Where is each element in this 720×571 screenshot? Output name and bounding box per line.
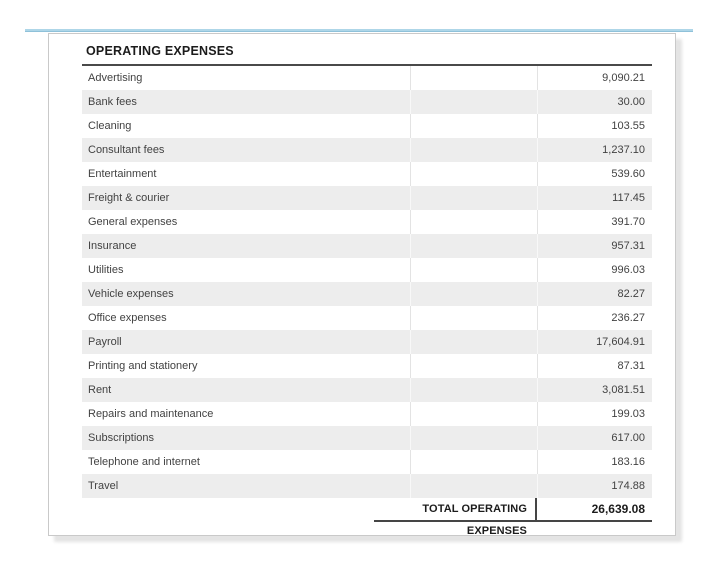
table-row: Travel 174.88 [82, 474, 652, 498]
empty-middle-cell [410, 450, 537, 474]
expense-amount: 117.45 [537, 186, 652, 210]
table-row: Insurance 957.31 [82, 234, 652, 258]
expense-label: Insurance [88, 240, 137, 252]
expense-label: Telephone and internet [88, 456, 200, 468]
expense-label: Bank fees [88, 96, 137, 108]
total-amount: 26,639.08 [537, 498, 652, 522]
expense-rows: Advertising 9,090.21 Bank fees 30.00 Cle… [82, 66, 652, 498]
table-row: Entertainment 539.60 [82, 162, 652, 186]
empty-middle-cell [410, 474, 537, 498]
expense-label: Entertainment [88, 168, 157, 180]
table-row: Repairs and maintenance 199.03 [82, 402, 652, 426]
expense-label: Advertising [88, 72, 143, 84]
expense-amount: 996.03 [537, 258, 652, 282]
empty-middle-cell [410, 210, 537, 234]
top-accent-line [25, 29, 693, 32]
empty-middle-cell [410, 306, 537, 330]
empty-middle-cell [410, 402, 537, 426]
empty-middle-cell [410, 330, 537, 354]
total-spacer-cell [82, 498, 374, 522]
expense-amount: 9,090.21 [537, 66, 652, 90]
total-label: TOTAL OPERATING EXPENSES [374, 498, 537, 537]
empty-middle-cell [410, 66, 537, 90]
expense-amount: 17,604.91 [537, 330, 652, 354]
expense-amount: 3,081.51 [537, 378, 652, 402]
table-row: Cleaning 103.55 [82, 114, 652, 138]
expense-amount: 236.27 [537, 306, 652, 330]
table-row: Utilities 996.03 [82, 258, 652, 282]
expense-amount: 87.31 [537, 354, 652, 378]
empty-middle-cell [410, 426, 537, 450]
expense-label: Travel [88, 480, 119, 492]
expense-amount: 183.16 [537, 450, 652, 474]
table-row: Subscriptions 617.00 [82, 426, 652, 450]
operating-expenses-table: OPERATING EXPENSES Advertising 9,090.21 … [82, 34, 652, 537]
expense-amount: 539.60 [537, 162, 652, 186]
empty-middle-cell [410, 90, 537, 114]
expense-label: Printing and stationery [88, 360, 198, 372]
expense-label: Utilities [88, 264, 124, 276]
section-title: OPERATING EXPENSES [82, 34, 652, 66]
table-row: Office expenses 236.27 [82, 306, 652, 330]
expense-amount: 30.00 [537, 90, 652, 114]
expense-amount: 1,237.10 [537, 138, 652, 162]
expense-label: Payroll [88, 336, 122, 348]
expense-amount: 391.70 [537, 210, 652, 234]
table-row: Vehicle expenses 82.27 [82, 282, 652, 306]
expense-amount: 82.27 [537, 282, 652, 306]
empty-middle-cell [410, 138, 537, 162]
expense-amount: 199.03 [537, 402, 652, 426]
table-row: Consultant fees 1,237.10 [82, 138, 652, 162]
empty-middle-cell [410, 258, 537, 282]
expense-label: Freight & courier [88, 192, 170, 204]
expense-label: Vehicle expenses [88, 288, 174, 300]
expense-amount: 957.31 [537, 234, 652, 258]
empty-middle-cell [410, 162, 537, 186]
table-row: Printing and stationery 87.31 [82, 354, 652, 378]
empty-middle-cell [410, 234, 537, 258]
table-row: Telephone and internet 183.16 [82, 450, 652, 474]
expense-label: Cleaning [88, 120, 132, 132]
table-row: Rent 3,081.51 [82, 378, 652, 402]
table-row: Bank fees 30.00 [82, 90, 652, 114]
expense-amount: 103.55 [537, 114, 652, 138]
expense-label: Subscriptions [88, 432, 155, 444]
empty-middle-cell [410, 354, 537, 378]
total-row: TOTAL OPERATING EXPENSES 26,639.08 [82, 498, 652, 537]
report-page: OPERATING EXPENSES Advertising 9,090.21 … [48, 33, 676, 537]
expense-amount: 617.00 [537, 426, 652, 450]
expense-label: Office expenses [88, 312, 167, 324]
table-row: Freight & courier 117.45 [82, 186, 652, 210]
expense-label: Repairs and maintenance [88, 408, 214, 420]
expense-label: Rent [88, 384, 112, 396]
empty-middle-cell [410, 186, 537, 210]
table-row: Advertising 9,090.21 [82, 66, 652, 90]
expense-label: Consultant fees [88, 144, 165, 156]
empty-middle-cell [410, 378, 537, 402]
table-row: General expenses 391.70 [82, 210, 652, 234]
empty-middle-cell [410, 282, 537, 306]
expense-amount: 174.88 [537, 474, 652, 498]
expense-label: General expenses [88, 216, 178, 228]
table-row: Payroll 17,604.91 [82, 330, 652, 354]
empty-middle-cell [410, 114, 537, 138]
